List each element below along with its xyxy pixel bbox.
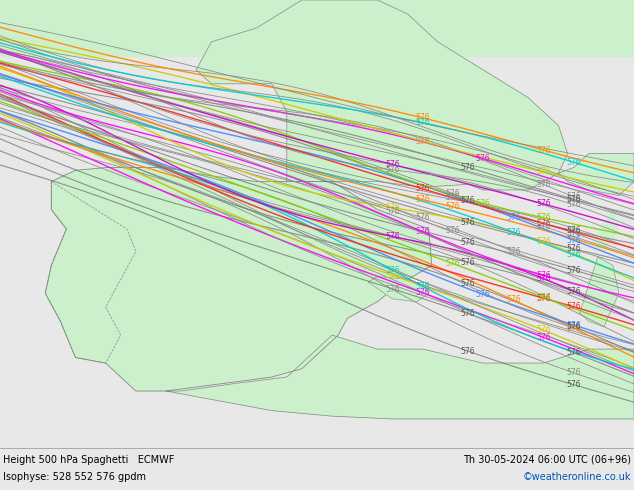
Text: 576: 576 — [461, 163, 476, 172]
Text: 576: 576 — [385, 160, 400, 169]
Text: 576: 576 — [506, 247, 521, 256]
Text: 576: 576 — [566, 266, 581, 274]
Text: 576: 576 — [566, 368, 581, 377]
Text: 576: 576 — [566, 348, 581, 357]
Text: 576: 576 — [566, 195, 581, 204]
Text: 576: 576 — [506, 295, 521, 304]
Text: 576: 576 — [385, 203, 400, 212]
Text: 576: 576 — [566, 245, 581, 253]
Text: 576: 576 — [566, 287, 581, 296]
Text: 576: 576 — [536, 333, 551, 342]
Text: 576: 576 — [536, 146, 551, 154]
Text: 576: 576 — [415, 282, 430, 291]
Text: 576: 576 — [385, 266, 400, 275]
Text: 576: 576 — [536, 274, 551, 283]
Text: 576: 576 — [415, 195, 430, 204]
Text: 576: 576 — [566, 158, 581, 167]
Text: 576: 576 — [385, 165, 400, 174]
Text: 576: 576 — [536, 219, 551, 228]
Text: 576: 576 — [415, 213, 430, 222]
Text: 576: 576 — [536, 238, 551, 246]
Text: 576: 576 — [566, 321, 581, 331]
Text: 576: 576 — [446, 202, 460, 212]
Text: 576: 576 — [476, 154, 490, 163]
Text: 576: 576 — [476, 198, 490, 208]
Text: 576: 576 — [461, 279, 476, 288]
Text: 576: 576 — [536, 271, 551, 280]
Polygon shape — [368, 276, 429, 302]
Text: 576: 576 — [566, 228, 581, 238]
Text: 576: 576 — [536, 167, 551, 176]
Text: Th 30-05-2024 06:00 UTC (06+96): Th 30-05-2024 06:00 UTC (06+96) — [463, 455, 631, 465]
Text: Height 500 hPa Spaghetti   ECMWF: Height 500 hPa Spaghetti ECMWF — [3, 455, 174, 465]
Text: 576: 576 — [476, 290, 490, 299]
Text: 576: 576 — [461, 218, 476, 227]
Text: 576: 576 — [415, 113, 430, 122]
Text: 576: 576 — [415, 137, 430, 146]
Text: 576: 576 — [536, 180, 551, 189]
Text: 576: 576 — [506, 227, 521, 237]
Text: 576: 576 — [385, 232, 400, 241]
Text: 576: 576 — [506, 213, 521, 222]
Text: 576: 576 — [461, 309, 476, 318]
Text: 576: 576 — [566, 236, 581, 245]
Text: 576: 576 — [536, 221, 551, 230]
Text: 576: 576 — [536, 293, 551, 302]
Polygon shape — [45, 168, 432, 391]
Text: 576: 576 — [566, 302, 581, 311]
Text: 576: 576 — [461, 258, 476, 267]
Text: 576: 576 — [566, 192, 581, 201]
Polygon shape — [197, 0, 567, 190]
Text: 576: 576 — [536, 325, 551, 335]
Polygon shape — [592, 210, 619, 251]
Polygon shape — [579, 257, 619, 327]
Text: 576: 576 — [536, 199, 551, 208]
Text: 576: 576 — [446, 194, 460, 202]
Text: 576: 576 — [446, 259, 460, 268]
Polygon shape — [166, 335, 634, 419]
Text: 576: 576 — [461, 238, 476, 247]
Text: 576: 576 — [461, 346, 476, 356]
Polygon shape — [559, 153, 634, 196]
Text: 576: 576 — [446, 189, 460, 198]
Polygon shape — [0, 0, 634, 56]
Text: 576: 576 — [566, 320, 581, 329]
Text: 576: 576 — [566, 200, 581, 209]
Text: 576: 576 — [446, 226, 460, 235]
Text: 576: 576 — [566, 380, 581, 389]
Text: Isophyse: 528 552 576 gpdm: Isophyse: 528 552 576 gpdm — [3, 472, 146, 482]
Text: 576: 576 — [415, 184, 430, 194]
Text: 576: 576 — [566, 324, 581, 333]
Text: 576: 576 — [566, 250, 581, 259]
Text: 576: 576 — [385, 285, 400, 294]
Text: 576: 576 — [415, 118, 430, 127]
Text: 576: 576 — [461, 196, 476, 205]
Text: 576: 576 — [566, 226, 581, 235]
Text: 576: 576 — [415, 288, 430, 297]
Polygon shape — [45, 181, 136, 363]
Text: ©weatheronline.co.uk: ©weatheronline.co.uk — [522, 472, 631, 482]
Text: 576: 576 — [385, 271, 400, 280]
Text: 576: 576 — [415, 227, 430, 236]
Text: 576: 576 — [536, 213, 551, 222]
Text: 576: 576 — [536, 294, 551, 302]
Text: 576: 576 — [385, 207, 400, 216]
Text: 576: 576 — [415, 137, 430, 147]
